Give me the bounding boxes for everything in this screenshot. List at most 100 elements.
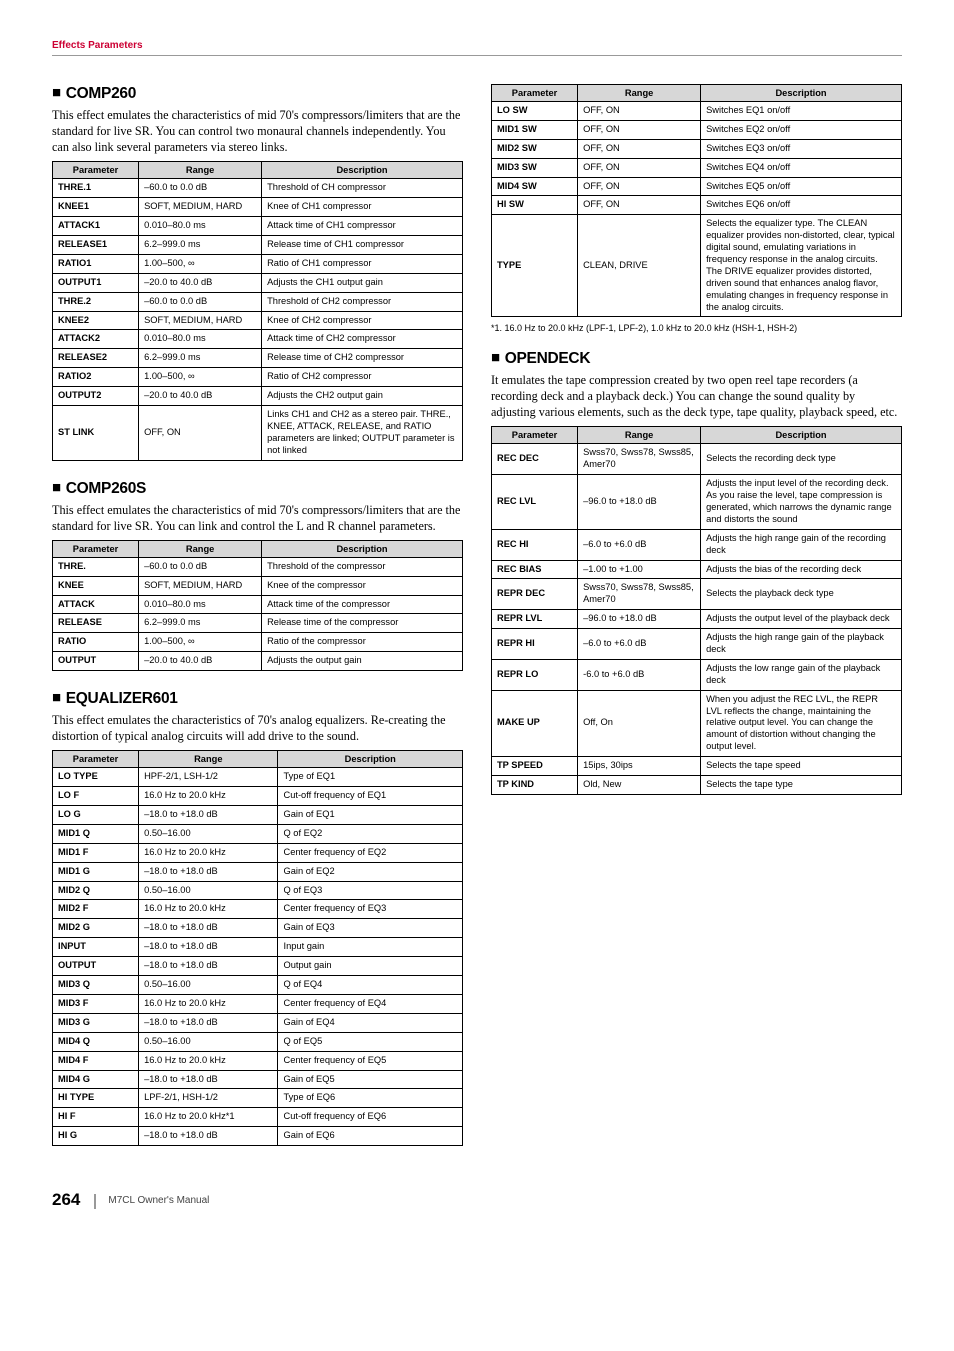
- param-name: RELEASE2: [53, 349, 139, 368]
- param-desc: Switches EQ3 on/off: [701, 139, 902, 158]
- param-desc: Adjusts the high range gain of the playb…: [701, 629, 902, 660]
- param-range: –20.0 to 40.0 dB: [139, 273, 262, 292]
- param-desc: Attack time of CH1 compressor: [262, 217, 463, 236]
- param-desc: Threshold of CH2 compressor: [262, 292, 463, 311]
- table-row: MID3 F16.0 Hz to 20.0 kHzCenter frequenc…: [53, 994, 463, 1013]
- col-desc: Description: [701, 85, 902, 102]
- section-comp260s-title: ■COMP260S: [52, 479, 463, 498]
- param-range: OFF, ON: [578, 120, 701, 139]
- table-row: MID2 F16.0 Hz to 20.0 kHzCenter frequenc…: [53, 900, 463, 919]
- param-range: HPF-2/1, LSH-1/2: [139, 768, 278, 787]
- param-range: LPF-2/1, HSH-1/2: [139, 1089, 278, 1108]
- param-desc: Type of EQ1: [278, 768, 463, 787]
- table-row: MID2 SWOFF, ONSwitches EQ3 on/off: [492, 139, 902, 158]
- param-range: –1.00 to +1.00: [578, 560, 701, 579]
- param-name: ATTACK2: [53, 330, 139, 349]
- table-row: ST LINKOFF, ONLinks CH1 and CH2 as a ste…: [53, 405, 463, 460]
- table-row: INPUT–18.0 to +18.0 dBInput gain: [53, 938, 463, 957]
- param-desc: Adjusts the high range gain of the recor…: [701, 529, 902, 560]
- param-desc: Adjusts the CH2 output gain: [262, 387, 463, 406]
- col-range: Range: [139, 162, 262, 179]
- col-range: Range: [139, 751, 278, 768]
- manual-title: M7CL Owner's Manual: [108, 1195, 209, 1206]
- param-range: 0.50–16.00: [139, 824, 278, 843]
- param-range: 16.0 Hz to 20.0 kHz: [139, 843, 278, 862]
- section-eq601-body: This effect emulates the characteristics…: [52, 712, 463, 744]
- param-name: MID4 G: [53, 1070, 139, 1089]
- table-row: MID3 G–18.0 to +18.0 dBGain of EQ4: [53, 1013, 463, 1032]
- param-range: –18.0 to +18.0 dB: [139, 919, 278, 938]
- param-range: –60.0 to 0.0 dB: [139, 292, 262, 311]
- param-name: MID2 Q: [53, 881, 139, 900]
- param-desc: Q of EQ4: [278, 976, 463, 995]
- param-range: OFF, ON: [578, 139, 701, 158]
- col-range: Range: [578, 427, 701, 444]
- table-row: MID4 F16.0 Hz to 20.0 kHzCenter frequenc…: [53, 1051, 463, 1070]
- param-name: OUTPUT2: [53, 387, 139, 406]
- param-name: MID2 G: [53, 919, 139, 938]
- param-name: RATIO: [53, 633, 139, 652]
- param-desc: Release time of the compressor: [262, 614, 463, 633]
- table-row: MID1 G–18.0 to +18.0 dBGain of EQ2: [53, 862, 463, 881]
- param-range: 16.0 Hz to 20.0 kHz: [139, 900, 278, 919]
- param-desc: When you adjust the REC LVL, the REPR LV…: [701, 690, 902, 756]
- table-row: MID3 SWOFF, ONSwitches EQ4 on/off: [492, 158, 902, 177]
- table-row: MID1 SWOFF, ONSwitches EQ2 on/off: [492, 120, 902, 139]
- page-footer: 264 M7CL Owner's Manual: [52, 1190, 902, 1210]
- table-row: KNEESOFT, MEDIUM, HARDKnee of the compre…: [53, 576, 463, 595]
- table-row: REC BIAS–1.00 to +1.00Adjusts the bias o…: [492, 560, 902, 579]
- table-row: MID2 G–18.0 to +18.0 dBGain of EQ3: [53, 919, 463, 938]
- param-range: –18.0 to +18.0 dB: [139, 938, 278, 957]
- table-row: OUTPUT2–20.0 to 40.0 dBAdjusts the CH2 o…: [53, 387, 463, 406]
- table-row: TYPECLEAN, DRIVESelects the equalizer ty…: [492, 215, 902, 317]
- param-name: REC LVL: [492, 475, 578, 530]
- param-range: 0.010–80.0 ms: [139, 595, 262, 614]
- table-row: RATIO21.00–500, ∞Ratio of CH2 compressor: [53, 368, 463, 387]
- table-row: LO TYPEHPF-2/1, LSH-1/2Type of EQ1: [53, 768, 463, 787]
- param-range: 1.00–500, ∞: [139, 254, 262, 273]
- param-range: OFF, ON: [578, 196, 701, 215]
- param-range: 0.50–16.00: [139, 1032, 278, 1051]
- param-desc: Ratio of CH2 compressor: [262, 368, 463, 387]
- table-row: LO G–18.0 to +18.0 dBGain of EQ1: [53, 806, 463, 825]
- col-range: Range: [139, 540, 262, 557]
- param-desc: Input gain: [278, 938, 463, 957]
- table-row: REC LVL–96.0 to +18.0 dBAdjusts the inpu…: [492, 475, 902, 530]
- param-range: 15ips, 30ips: [578, 757, 701, 776]
- param-name: MID1 SW: [492, 120, 578, 139]
- param-desc: Adjusts the output level of the playback…: [701, 610, 902, 629]
- table-row: HI SWOFF, ONSwitches EQ6 on/off: [492, 196, 902, 215]
- param-range: –6.0 to +6.0 dB: [578, 529, 701, 560]
- table-row: THRE.1–60.0 to 0.0 dBThreshold of CH com…: [53, 179, 463, 198]
- param-desc: Adjusts the input level of the recording…: [701, 475, 902, 530]
- param-desc: Threshold of the compressor: [262, 557, 463, 576]
- param-desc: Release time of CH2 compressor: [262, 349, 463, 368]
- param-range: –18.0 to +18.0 dB: [139, 862, 278, 881]
- opendeck-table: Parameter Range Description REC DECSwss7…: [491, 426, 902, 794]
- param-name: LO G: [53, 806, 139, 825]
- table-row: ATTACK20.010–80.0 msAttack time of CH2 c…: [53, 330, 463, 349]
- table-row: MID4 Q0.50–16.00Q of EQ5: [53, 1032, 463, 1051]
- param-desc: Adjusts the CH1 output gain: [262, 273, 463, 292]
- param-name: MID4 F: [53, 1051, 139, 1070]
- param-name: THRE.: [53, 557, 139, 576]
- param-range: –60.0 to 0.0 dB: [139, 557, 262, 576]
- param-name: TP KIND: [492, 776, 578, 795]
- param-desc: Selects the tape speed: [701, 757, 902, 776]
- param-desc: Center frequency of EQ3: [278, 900, 463, 919]
- table-row: HI TYPELPF-2/1, HSH-1/2Type of EQ6: [53, 1089, 463, 1108]
- param-desc: Threshold of CH compressor: [262, 179, 463, 198]
- table-row: THRE.2–60.0 to 0.0 dBThreshold of CH2 co…: [53, 292, 463, 311]
- col-desc: Description: [262, 540, 463, 557]
- col-desc: Description: [701, 427, 902, 444]
- table-row: REC DECSwss70, Swss78, Swss85, Amer70Sel…: [492, 444, 902, 475]
- table-row: HI G–18.0 to +18.0 dBGain of EQ6: [53, 1127, 463, 1146]
- param-name: INPUT: [53, 938, 139, 957]
- table-row: MID4 SWOFF, ONSwitches EQ5 on/off: [492, 177, 902, 196]
- param-desc: Gain of EQ1: [278, 806, 463, 825]
- col-param: Parameter: [53, 540, 139, 557]
- param-range: –96.0 to +18.0 dB: [578, 475, 701, 530]
- table-row: KNEE2SOFT, MEDIUM, HARDKnee of CH2 compr…: [53, 311, 463, 330]
- table-row: MID3 Q0.50–16.00Q of EQ4: [53, 976, 463, 995]
- eq601-switch-table: Parameter Range Description LO SWOFF, ON…: [491, 84, 902, 317]
